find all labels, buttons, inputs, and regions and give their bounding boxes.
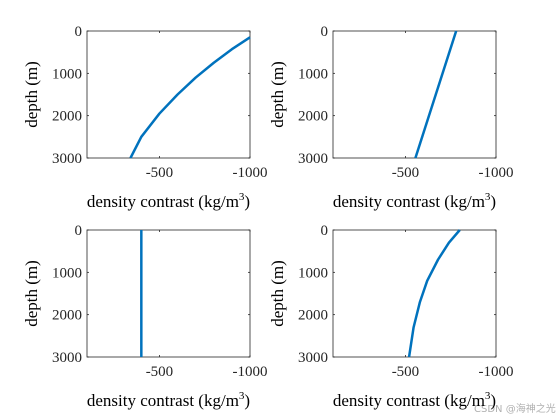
y-tick-label: 1000 <box>298 265 328 281</box>
data-line <box>407 229 461 358</box>
y-tick-label: 3000 <box>298 350 328 366</box>
subplot-3: -500 -1000 0 1000 2000 3000 density contrast (… <box>22 223 268 410</box>
y-axis-label: depth (m) <box>22 61 41 128</box>
x-tick-label: -1000 <box>479 364 514 380</box>
x-axis-label: density contrast (kg/m3) <box>87 390 250 410</box>
x-axis-label: density contrast (kg/m3) <box>333 191 496 211</box>
x-tick-label: -500 <box>392 165 420 181</box>
x-tick-label: -500 <box>392 364 420 380</box>
y-tick-label: 3000 <box>298 151 328 167</box>
data-line <box>129 36 251 159</box>
y-tick-label: 0 <box>321 223 329 239</box>
subplot-4: -500 -1000 0 1000 2000 3000 density contrast (… <box>268 223 514 410</box>
x-axis-label: density contrast (kg/m3) <box>333 390 496 410</box>
y-axis-label: depth (m) <box>268 260 287 327</box>
y-tick-label: 2000 <box>298 308 328 324</box>
watermark: CSDN @海神之光 <box>474 402 556 415</box>
y-tick-label: 1000 <box>52 265 82 281</box>
x-tick-label: -500 <box>146 165 174 181</box>
data-line <box>414 30 458 159</box>
x-tick-label: -500 <box>146 364 174 380</box>
y-tick-label: 3000 <box>52 350 82 366</box>
y-tick-label: 0 <box>75 24 83 40</box>
y-tick-label: 1000 <box>52 66 82 82</box>
subplot-2: -500 -1000 0 1000 2000 3000 density contrast (… <box>268 24 514 211</box>
x-tick-label: -1000 <box>233 364 268 380</box>
axes-box <box>332 30 497 159</box>
axes-box <box>86 30 251 159</box>
subplot-1: -500 -1000 0 1000 2000 3000 density contrast (… <box>22 24 268 211</box>
x-axis-label: density contrast (kg/m3) <box>87 191 250 211</box>
y-axis-label: depth (m) <box>268 61 287 128</box>
y-axis-label: depth (m) <box>22 260 41 327</box>
axes-box <box>86 229 251 358</box>
y-tick-label: 2000 <box>52 109 82 125</box>
y-tick-label: 2000 <box>52 308 82 324</box>
axes-box <box>332 229 497 358</box>
y-tick-label: 0 <box>321 24 329 40</box>
y-tick-label: 1000 <box>298 66 328 82</box>
x-tick-label: -1000 <box>479 165 514 181</box>
y-tick-label: 3000 <box>52 151 82 167</box>
x-tick-label: -1000 <box>233 165 268 181</box>
y-tick-label: 0 <box>75 223 83 239</box>
y-tick-label: 2000 <box>298 109 328 125</box>
